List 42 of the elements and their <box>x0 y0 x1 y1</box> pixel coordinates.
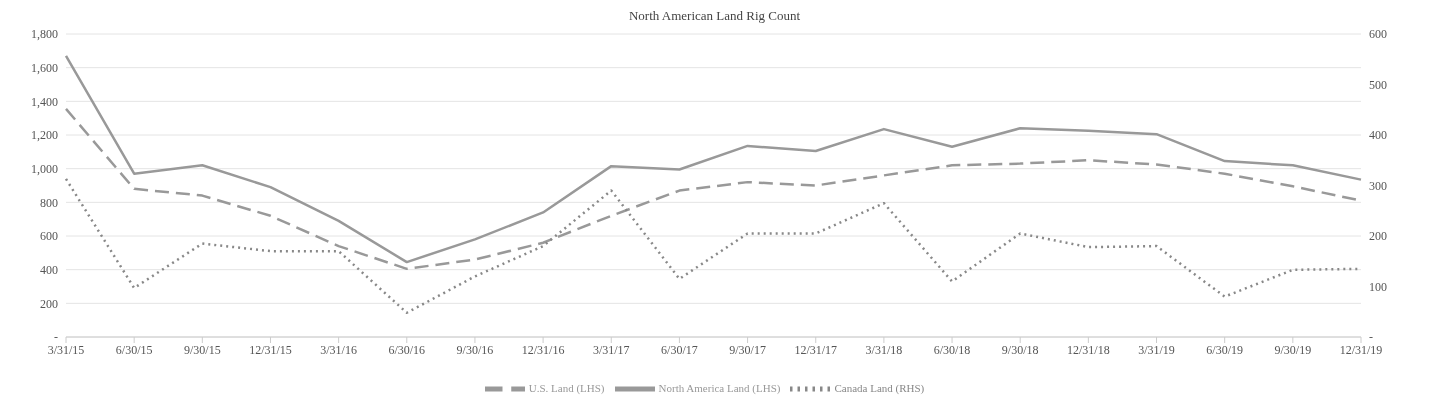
x-tick-label: 9/30/18 <box>1001 342 1039 357</box>
x-tick-label: 12/31/17 <box>794 342 838 357</box>
x-tick-label: 9/30/19 <box>1274 342 1312 357</box>
x-tick-label: 3/31/19 <box>1138 342 1175 357</box>
x-tick-label: 12/31/18 <box>1067 342 1110 357</box>
x-tick-label: 6/30/15 <box>115 342 153 357</box>
x-tick-label: 9/30/16 <box>456 342 494 357</box>
x-tick-label: 9/30/17 <box>729 342 766 357</box>
y2-tick-label: 200 <box>1369 229 1387 244</box>
y-tick-label: - <box>54 330 58 345</box>
x-tick-label: 6/30/16 <box>388 342 426 357</box>
x-tick-label: 3/31/15 <box>47 342 85 357</box>
y2-tick-label: 300 <box>1369 178 1387 193</box>
y-tick-label: 1,400 <box>31 94 58 109</box>
x-tick-label: 12/31/16 <box>521 342 565 357</box>
y2-tick-label: 500 <box>1369 77 1387 92</box>
x-tick-label: 6/30/17 <box>661 342 698 357</box>
y-tick-label: 600 <box>40 229 58 244</box>
x-tick-label: 3/31/17 <box>592 342 630 357</box>
y-tick-label: 400 <box>40 262 58 277</box>
x-tick-label: 6/30/18 <box>933 342 971 357</box>
y-tick-label: 1,000 <box>31 161 58 176</box>
x-tick-label: 12/31/15 <box>249 342 292 357</box>
chart-title: North American Land Rig Count <box>627 8 802 24</box>
y-tick-label: 1,600 <box>31 60 58 75</box>
y-tick-label: 200 <box>40 296 58 311</box>
x-tick-label: 3/31/16 <box>320 342 357 357</box>
y-tick-label: 800 <box>40 195 58 210</box>
y-tick-label: 1,800 <box>31 27 58 42</box>
line-series <box>64 54 1363 264</box>
y2-tick-label: 600 <box>1369 27 1387 42</box>
legend-label: Canada Land (RHS) <box>834 381 925 394</box>
y-tick-label: 1,200 <box>31 128 58 143</box>
legend-label: U.S. Land (LHS) <box>528 381 605 394</box>
y2-tick-label: 100 <box>1369 279 1387 294</box>
x-tick-label: 9/30/15 <box>183 342 221 357</box>
legend-label: North America Land (LHS) <box>658 381 781 394</box>
y2-tick-label: 400 <box>1369 128 1387 143</box>
y2-tick-label: - <box>1369 330 1373 345</box>
x-tick-label: 3/31/18 <box>865 342 903 357</box>
x-tick-label: 6/30/19 <box>1206 342 1244 357</box>
x-tick-label: 12/31/19 <box>1339 342 1383 357</box>
